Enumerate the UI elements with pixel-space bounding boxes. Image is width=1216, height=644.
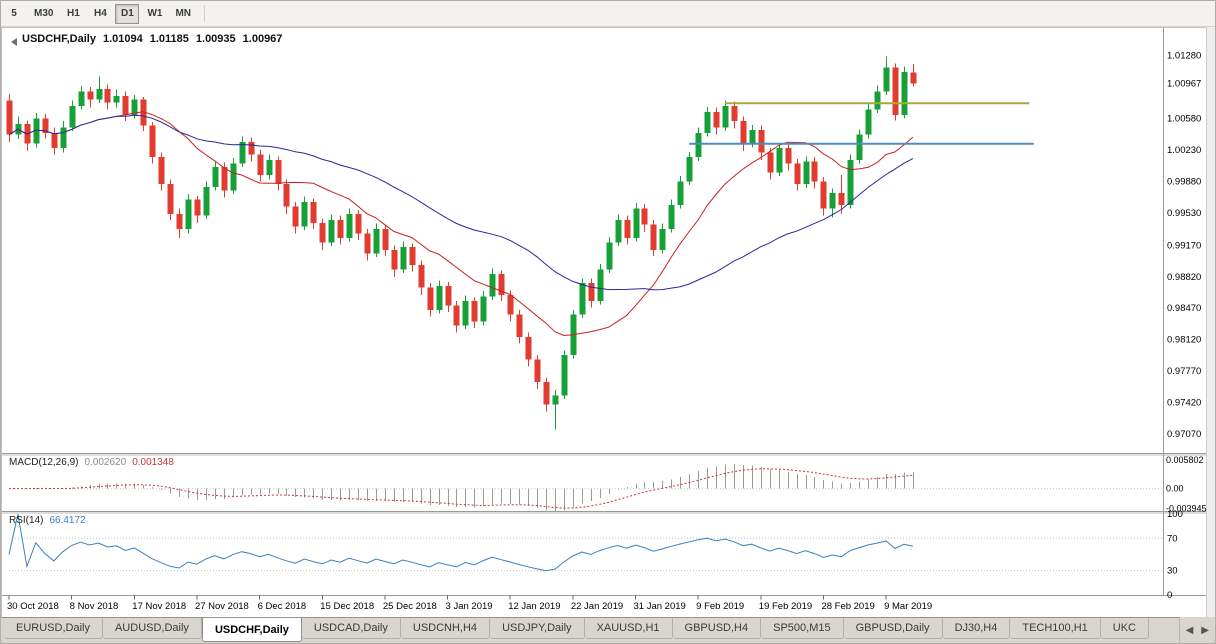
svg-text:1.01280: 1.01280: [1167, 51, 1201, 62]
svg-text:100: 100: [1167, 509, 1183, 520]
toolbar-separator: [204, 5, 206, 22]
svg-text:30: 30: [1167, 566, 1178, 577]
symbol-tabbar: EURUSD,Daily AUDUSD,Daily USDCHF,Daily USDC…: [1, 617, 1215, 643]
svg-text:0.98820: 0.98820: [1167, 272, 1201, 283]
svg-text:6 Dec 2018: 6 Dec 2018: [258, 601, 307, 612]
symbol-tab-audusd[interactable]: AUDUSD,Daily: [102, 618, 202, 639]
svg-text:25 Dec 2018: 25 Dec 2018: [383, 601, 437, 612]
moving-averages: [8, 111, 914, 337]
chart-canvas[interactable]: 1.01280 1.00967 1.00580 1.00230 0.99880 0.995…: [1, 27, 1216, 619]
symbol-tab-tech100[interactable]: TECH100,H1: [1010, 618, 1101, 639]
tab-scroll-left-icon[interactable]: ◀: [1185, 624, 1194, 636]
tab-scroll-right-icon[interactable]: ▶: [1201, 624, 1209, 636]
chart-marker-icon: [11, 38, 17, 46]
timeframe-button-h4[interactable]: H4: [94, 8, 107, 19]
svg-text:0.97070: 0.97070: [1167, 429, 1201, 440]
svg-text:12 Jan 2019: 12 Jan 2019: [508, 601, 560, 612]
svg-text:9 Feb 2019: 9 Feb 2019: [696, 601, 744, 612]
svg-text:19 Feb 2019: 19 Feb 2019: [759, 601, 812, 612]
symbol-tab-usdjpy[interactable]: USDJPY,Daily: [490, 618, 585, 639]
timeframe-toolbar: 5 M30 H1 H4 D1 W1 MN: [1, 1, 1215, 27]
svg-text:0.005802: 0.005802: [1166, 455, 1204, 465]
vertical-scrollbar[interactable]: [1206, 27, 1215, 617]
svg-text:0.98120: 0.98120: [1167, 335, 1201, 346]
date-axis[interactable]: 30 Oct 2018 8 Nov 2018 17 Nov 2018 27 Nov 2…: [7, 595, 932, 613]
svg-text:0.99880: 0.99880: [1167, 177, 1201, 188]
svg-text:30 Oct 2018: 30 Oct 2018: [7, 601, 59, 612]
svg-text:27 Nov 2018: 27 Nov 2018: [195, 601, 249, 612]
rsi-panel[interactable]: [8, 513, 1163, 572]
timeframe-button-mn[interactable]: MN: [175, 8, 192, 19]
macd-panel[interactable]: [8, 464, 1163, 512]
svg-text:31 Jan 2019: 31 Jan 2019: [634, 601, 686, 612]
symbol-tab-gbpusd[interactable]: GBPUSD,H4: [672, 618, 762, 639]
symbol-tab-eurusd[interactable]: EURUSD,Daily: [4, 618, 103, 639]
svg-text:9 Mar 2019: 9 Mar 2019: [884, 601, 932, 612]
price-axis[interactable]: 1.01280 1.00967 1.00580 1.00230 0.99880 0.995…: [1166, 51, 1207, 601]
svg-text:-0.003945: -0.003945: [1166, 503, 1207, 513]
symbol-tab-usdcad[interactable]: USDCAD,Daily: [301, 618, 401, 639]
svg-text:0.97770: 0.97770: [1167, 366, 1201, 377]
svg-text:0.97420: 0.97420: [1167, 398, 1201, 409]
symbol-tab-dj30[interactable]: DJ30,H4: [942, 618, 1011, 639]
svg-text:1.00580: 1.00580: [1167, 114, 1201, 125]
symbol-tab-usdchf[interactable]: USDCHF,Daily: [201, 618, 302, 642]
svg-text:0.98470: 0.98470: [1167, 303, 1201, 314]
horizontal-level-lines[interactable]: [689, 102, 1034, 145]
timeframe-button-h1[interactable]: H1: [67, 8, 80, 19]
symbol-tab-usdcnh[interactable]: USDCNH,H4: [400, 618, 491, 639]
svg-text:0.99530: 0.99530: [1167, 208, 1201, 219]
symbol-tab-xauusd[interactable]: XAUUSD,H1: [584, 618, 673, 639]
timeframe-button-5[interactable]: 5: [11, 8, 17, 19]
svg-text:17 Nov 2018: 17 Nov 2018: [132, 601, 186, 612]
svg-text:15 Dec 2018: 15 Dec 2018: [320, 601, 374, 612]
tab-scroll-arrows: ◀ ▶: [1178, 617, 1215, 643]
svg-text:3 Jan 2019: 3 Jan 2019: [446, 601, 493, 612]
timeframe-button-d1[interactable]: D1: [115, 3, 140, 24]
svg-text:0: 0: [1167, 590, 1172, 601]
timeframe-button-w1[interactable]: W1: [147, 8, 163, 19]
svg-text:8 Nov 2018: 8 Nov 2018: [70, 601, 119, 612]
symbol-tab-gbpusd[interactable]: GBPUSD,Daily: [843, 618, 943, 639]
svg-text:0.99170: 0.99170: [1167, 240, 1201, 251]
svg-text:0.00: 0.00: [1166, 484, 1184, 494]
price-panel[interactable]: [6, 56, 917, 430]
svg-text:22 Jan 2019: 22 Jan 2019: [571, 601, 623, 612]
timeframe-button-m30[interactable]: M30: [34, 8, 54, 19]
svg-text:1.00230: 1.00230: [1167, 145, 1201, 156]
svg-text:70: 70: [1167, 533, 1178, 544]
svg-text:1.00967: 1.00967: [1167, 79, 1201, 90]
symbol-tab-ukc[interactable]: UKC: [1100, 618, 1150, 639]
svg-text:28 Feb 2019: 28 Feb 2019: [821, 601, 874, 612]
symbol-tab-sp500[interactable]: SP500,M15: [761, 618, 844, 639]
